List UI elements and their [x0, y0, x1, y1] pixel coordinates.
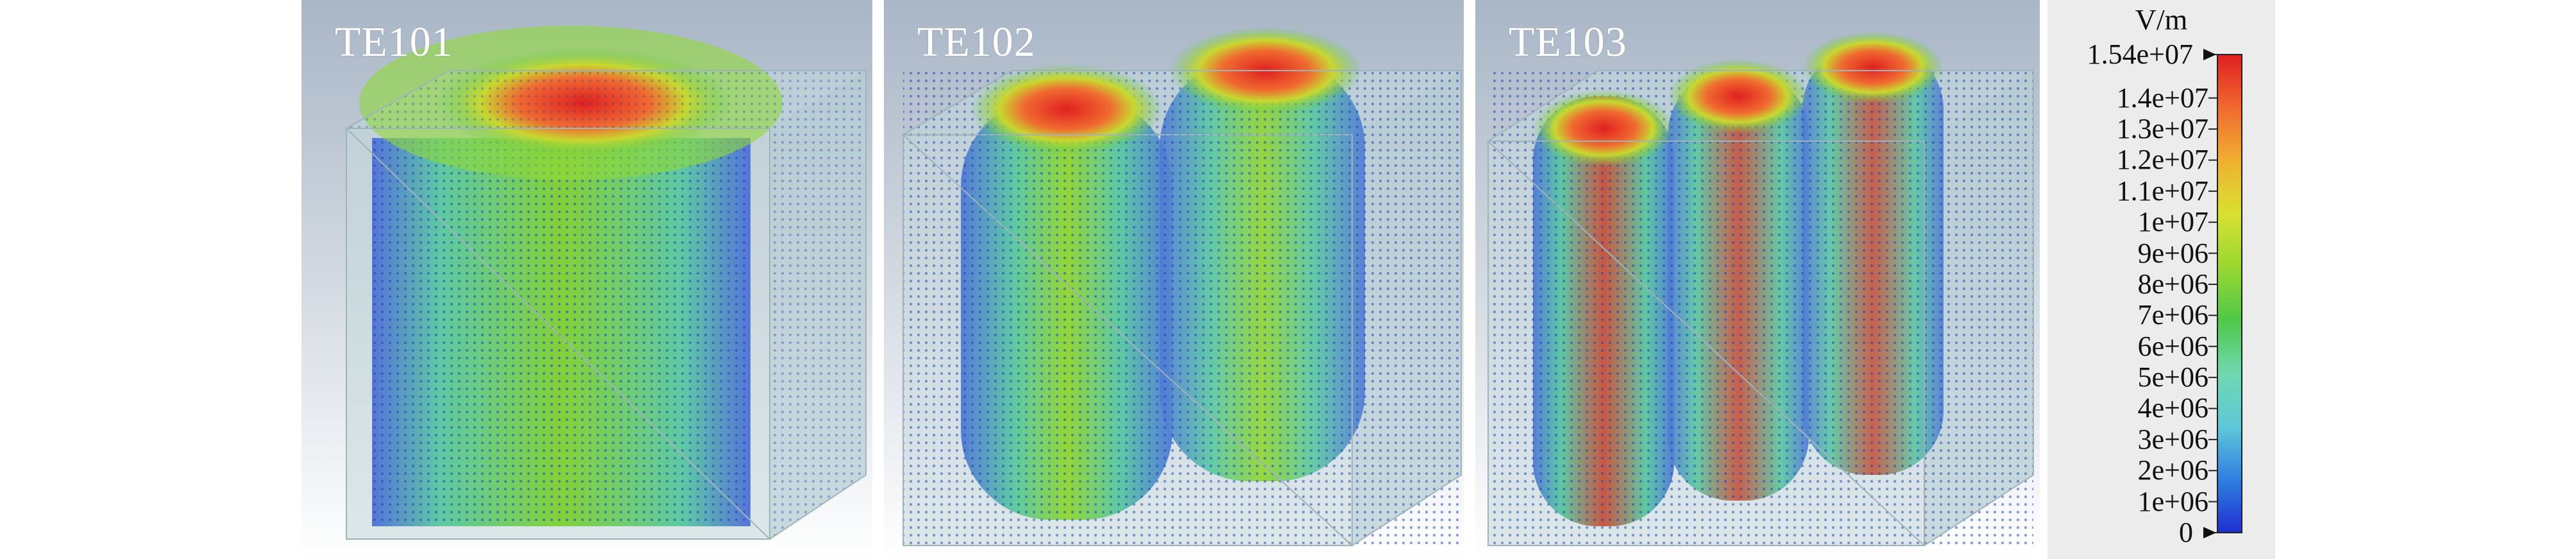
mode-label-te102: TE102 — [917, 19, 1036, 65]
field-plot-te101 — [301, 0, 872, 559]
panel-te102: TE102 — [884, 0, 1464, 559]
legend-unit: V/m — [2135, 3, 2188, 36]
legend-pointer-icon — [2203, 49, 2216, 60]
legend-tick-label: 8e+06 — [2137, 268, 2208, 300]
field-plot-te103 — [1475, 0, 2040, 559]
legend-tick-label: 5e+06 — [2137, 361, 2208, 393]
legend-tick-label: 9e+06 — [2137, 237, 2208, 269]
legend-tick-label: 7e+06 — [2137, 299, 2208, 331]
legend-pointer-icon — [2203, 527, 2216, 538]
legend-tick-label: 2e+06 — [2137, 454, 2208, 486]
panel-te101: TE101 — [301, 0, 872, 559]
legend-tick-label: 1e+07 — [2137, 206, 2208, 238]
legend-tick-label: 1.3e+07 — [2116, 113, 2208, 145]
mode-label-te101: TE101 — [335, 19, 453, 65]
legend-tick-label: 1.1e+07 — [2116, 175, 2208, 207]
field-plot-te102 — [884, 0, 1464, 559]
legend-tick-label: 1.2e+07 — [2116, 144, 2208, 176]
mode-label-te103: TE103 — [1509, 19, 1627, 65]
legend-tick-label: 1.54e+07 — [2087, 39, 2193, 70]
legend-tick-label: 0 — [2179, 517, 2193, 548]
legend-tick-label: 4e+06 — [2137, 392, 2208, 424]
colorbar-gradient — [2217, 54, 2242, 533]
legend-tick-label: 6e+06 — [2137, 330, 2208, 362]
legend-tick-label: 1e+06 — [2137, 485, 2208, 517]
legend-colorbar — [2203, 49, 2242, 538]
legend-tick-label: 3e+06 — [2137, 423, 2208, 455]
legend-tick-label: 1.4e+07 — [2116, 82, 2208, 114]
color-legend: V/m 1.54e+07 1.4e+07 1.3e+07 1.2e+07 1.1e+07… — [2047, 0, 2275, 559]
panel-te103: TE103 — [1475, 0, 2040, 559]
